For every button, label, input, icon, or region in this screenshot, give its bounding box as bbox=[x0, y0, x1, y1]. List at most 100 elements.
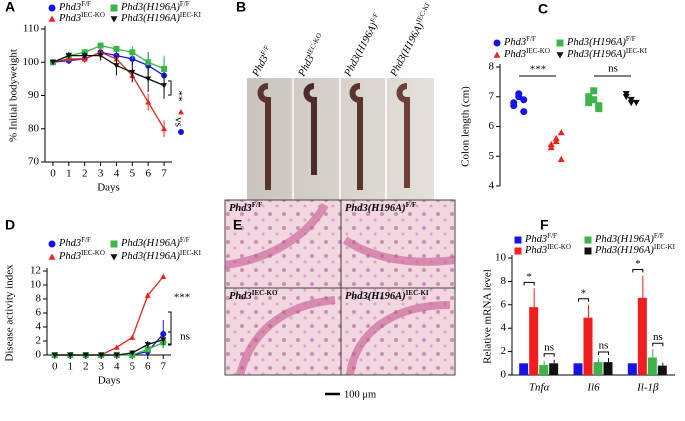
data-point bbox=[51, 352, 58, 358]
legend-label-sup: IEC-KO bbox=[547, 243, 571, 251]
vs-icon bbox=[178, 109, 184, 115]
legend-marker bbox=[514, 247, 522, 255]
histology-label: Phd3IEC-KO bbox=[229, 289, 278, 303]
data-point bbox=[160, 273, 167, 279]
legend-label-base: Phd3 bbox=[503, 49, 526, 60]
legend-label: Phd3(H196A)F/F bbox=[594, 232, 664, 246]
legend-label-sup: F/F bbox=[626, 35, 636, 43]
legend-label: Phd3IEC-KO bbox=[503, 47, 550, 61]
y-tick-label: 2 bbox=[501, 345, 507, 357]
panel-letter: A bbox=[5, 0, 15, 15]
y-axis-label: Relative mRNA level bbox=[482, 269, 494, 364]
data-point bbox=[627, 99, 635, 107]
data-point bbox=[585, 99, 593, 107]
bar bbox=[539, 365, 549, 375]
panel-letter: C bbox=[538, 1, 548, 17]
histology-label-sup: IEC-KI bbox=[406, 289, 429, 297]
bracket bbox=[652, 342, 664, 347]
legend-label: Phd3F/F bbox=[503, 35, 536, 49]
data-point bbox=[144, 346, 151, 353]
bracket bbox=[598, 351, 609, 356]
y-tick-label: 110 bbox=[23, 23, 40, 35]
y-tick-label: 8 bbox=[501, 275, 507, 287]
data-point bbox=[145, 99, 152, 105]
data-point bbox=[510, 102, 518, 110]
y-tick-label: 10 bbox=[495, 252, 507, 264]
data-point bbox=[49, 59, 56, 66]
bar bbox=[627, 363, 637, 375]
legend-label-sup: F/F bbox=[547, 232, 557, 240]
legend-marker bbox=[48, 253, 56, 260]
photo-label-sup: F/F bbox=[259, 44, 271, 56]
photo-label-base: Phd3 bbox=[251, 54, 272, 80]
legend-marker bbox=[110, 16, 118, 23]
y-axis-label: % Initial bodyweight bbox=[8, 49, 20, 142]
legend-label-sup: IEC-KI bbox=[654, 243, 676, 251]
photo-label: Phd3(H196A)F/F bbox=[340, 11, 385, 79]
significance: ** bbox=[172, 91, 184, 102]
y-tick-label: 80 bbox=[28, 122, 40, 134]
panel-letter: B bbox=[236, 0, 246, 15]
legend-label-sup: F/F bbox=[180, 236, 190, 244]
data-point bbox=[632, 99, 640, 107]
significance: ns bbox=[608, 63, 618, 75]
photo-label-sup: IEC-KO bbox=[305, 32, 323, 57]
significance: * bbox=[526, 271, 532, 283]
legend-label-base: Phd3 bbox=[503, 37, 526, 48]
legend-label-base: Phd3(H196A) bbox=[120, 2, 180, 13]
series-line bbox=[52, 51, 165, 130]
vs-icon bbox=[178, 129, 184, 135]
x-tick-label: 6 bbox=[145, 168, 151, 180]
bar bbox=[573, 363, 583, 375]
data-point bbox=[161, 65, 168, 72]
data-point bbox=[145, 76, 152, 82]
legend-marker bbox=[556, 39, 564, 47]
histology-label-base: Phd3 bbox=[229, 291, 252, 302]
legend-label: Phd3(H196A)F/F bbox=[120, 236, 190, 250]
x-tick-label: 2 bbox=[82, 168, 88, 180]
legend-label-base: Phd3 bbox=[58, 13, 81, 24]
photo-label-base: Phd3(H196A) bbox=[389, 21, 427, 80]
y-tick-label: 12 bbox=[30, 265, 41, 277]
y-tick-label: 4 bbox=[36, 321, 42, 333]
legend-label-sup: IEC-KI bbox=[180, 11, 202, 19]
bar bbox=[637, 297, 647, 375]
legend-marker bbox=[48, 15, 56, 22]
legend-label: Phd3(H196A)IEC-KI bbox=[120, 249, 202, 263]
data-point bbox=[113, 344, 120, 350]
legend-label-base: Phd3(H196A) bbox=[566, 49, 626, 60]
x-tick-label: 0 bbox=[50, 168, 56, 180]
data-point bbox=[145, 59, 152, 66]
x-tick-label: 1 bbox=[68, 361, 74, 373]
significance: ns bbox=[180, 331, 190, 343]
x-tick-label: Il6 bbox=[586, 382, 600, 394]
data-point bbox=[97, 42, 104, 49]
x-tick-label: 5 bbox=[130, 361, 136, 373]
x-tick-label: 4 bbox=[114, 361, 120, 373]
bracket bbox=[632, 269, 644, 273]
y-tick-label: 8 bbox=[36, 293, 42, 305]
scale-bar-label: 100 μm bbox=[344, 389, 376, 400]
bracket bbox=[168, 331, 172, 345]
significance: vs bbox=[172, 117, 184, 127]
bar bbox=[529, 307, 539, 375]
photo-label-sup: IEC-KI bbox=[414, 1, 431, 24]
histology-panel bbox=[224, 199, 456, 396]
photo-label: Phd3(H196A)IEC-KI bbox=[386, 1, 436, 79]
legend-label-sup: IEC-KI bbox=[626, 47, 648, 55]
significance: *** bbox=[174, 292, 191, 304]
bar bbox=[657, 365, 667, 375]
data-point bbox=[595, 102, 603, 110]
data-point bbox=[161, 83, 168, 89]
bar bbox=[583, 317, 593, 375]
legend-marker bbox=[584, 247, 592, 255]
histology-label: Phd3(H196A)IEC-KI bbox=[345, 289, 429, 303]
panel-letter: D bbox=[5, 217, 15, 233]
legend-label: Phd3(H196A)IEC-KI bbox=[120, 11, 202, 25]
data-point bbox=[161, 125, 168, 132]
data-point bbox=[520, 96, 528, 104]
legend-label-base: Phd3(H196A) bbox=[594, 245, 654, 256]
data-point bbox=[129, 49, 136, 56]
histology-label-base: Phd3(H196A) bbox=[345, 203, 406, 214]
data-point bbox=[547, 143, 555, 151]
